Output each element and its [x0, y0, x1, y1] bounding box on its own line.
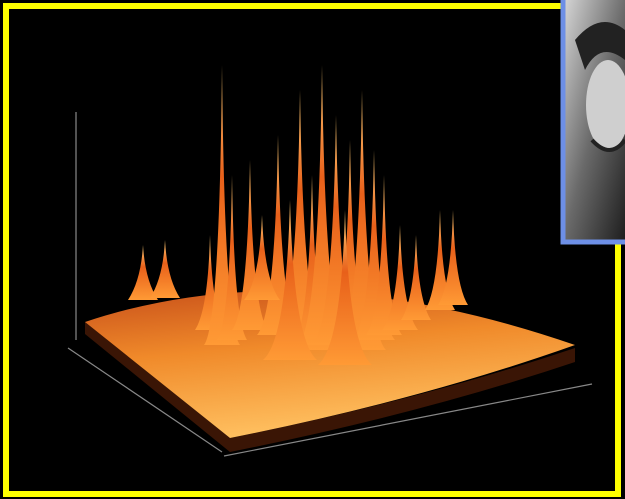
- spike: [291, 175, 333, 350]
- spike: [263, 200, 317, 360]
- axes: [67, 112, 593, 457]
- spike: [366, 175, 402, 335]
- spike: [128, 245, 158, 300]
- spike: [401, 235, 431, 320]
- spike: [150, 240, 180, 298]
- spike: [276, 90, 324, 340]
- spike: [195, 235, 225, 330]
- spikes: [128, 65, 468, 365]
- spike: [244, 215, 280, 300]
- spike: [257, 135, 299, 335]
- photo-inset: [560, 0, 625, 245]
- spike: [382, 225, 418, 330]
- mouth: [590, 138, 625, 152]
- slab-side: [85, 322, 575, 452]
- spike: [353, 150, 395, 340]
- depth-axis: [67, 347, 223, 453]
- spike: [438, 210, 468, 305]
- spike: [204, 65, 240, 345]
- spike: [329, 140, 371, 340]
- frame: [3, 3, 621, 497]
- spike: [312, 115, 360, 345]
- spike: [338, 90, 386, 350]
- spike: [318, 210, 372, 365]
- hair: [575, 22, 625, 70]
- face: [586, 60, 625, 150]
- spike: [217, 175, 247, 340]
- spike: [232, 160, 268, 330]
- spike: [425, 210, 455, 310]
- spike: [298, 65, 346, 345]
- horizontal-axis: [223, 383, 593, 457]
